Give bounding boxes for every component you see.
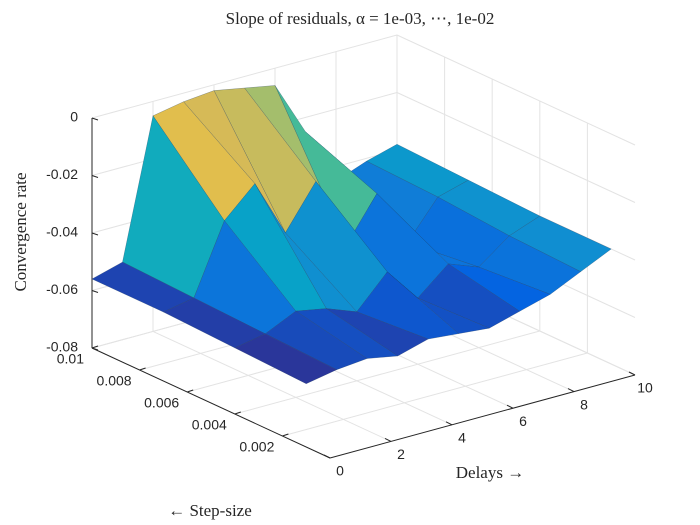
- tick-mark: [91, 175, 99, 178]
- grid-line: [234, 330, 540, 415]
- z-tick-label: -0.08: [46, 339, 78, 355]
- tick-mark: [139, 367, 146, 371]
- y-tick-label: 0.004: [192, 417, 227, 433]
- y-tick-label: 0.008: [97, 373, 132, 389]
- axis-line: [329, 374, 636, 459]
- tick-mark: [628, 371, 636, 376]
- tick-mark: [91, 290, 99, 293]
- chart-title: Slope of residuals, α = 1e-03, ⋯, 1e-02: [226, 9, 495, 28]
- tick-mark: [506, 404, 514, 409]
- tick-mark: [91, 345, 99, 349]
- tick-mark: [567, 388, 575, 393]
- x-tick-label: 10: [637, 380, 653, 396]
- z-tick-label: 0: [70, 109, 78, 125]
- grid-line: [282, 352, 588, 437]
- x-tick-label: 0: [336, 463, 344, 479]
- y-tick-label: 0.002: [239, 439, 274, 455]
- grid-line: [396, 34, 636, 146]
- x-tick-label: 2: [397, 446, 405, 462]
- x-tick-label: 8: [580, 396, 588, 412]
- grid-line: [91, 34, 398, 119]
- tick-mark: [234, 411, 241, 415]
- x-tick-label: 4: [458, 430, 466, 446]
- z-tick-label: -0.04: [46, 224, 78, 240]
- tick-mark: [91, 232, 99, 236]
- tick-mark: [384, 437, 392, 442]
- z-tick-label: -0.06: [46, 281, 78, 297]
- tick-mark: [323, 454, 331, 459]
- tick-mark: [282, 433, 289, 437]
- grid-line: [396, 92, 636, 203]
- tick-mark: [91, 347, 99, 351]
- tick-mark: [91, 117, 99, 121]
- surface-patch: [234, 333, 338, 384]
- x-axis-label: Delays →: [456, 463, 524, 482]
- y-tick-label: 0.01: [57, 351, 84, 367]
- z-axis-label: Convergence rate: [11, 172, 30, 291]
- y-axis-label: ← Step-size: [168, 501, 252, 520]
- grid-line: [152, 330, 392, 442]
- y-tick-label: 0.006: [144, 395, 179, 411]
- tick-mark: [445, 421, 453, 426]
- x-tick-label: 6: [519, 413, 527, 429]
- z-tick-label: -0.02: [46, 166, 78, 182]
- axis-line: [91, 347, 331, 459]
- tick-mark: [187, 389, 194, 393]
